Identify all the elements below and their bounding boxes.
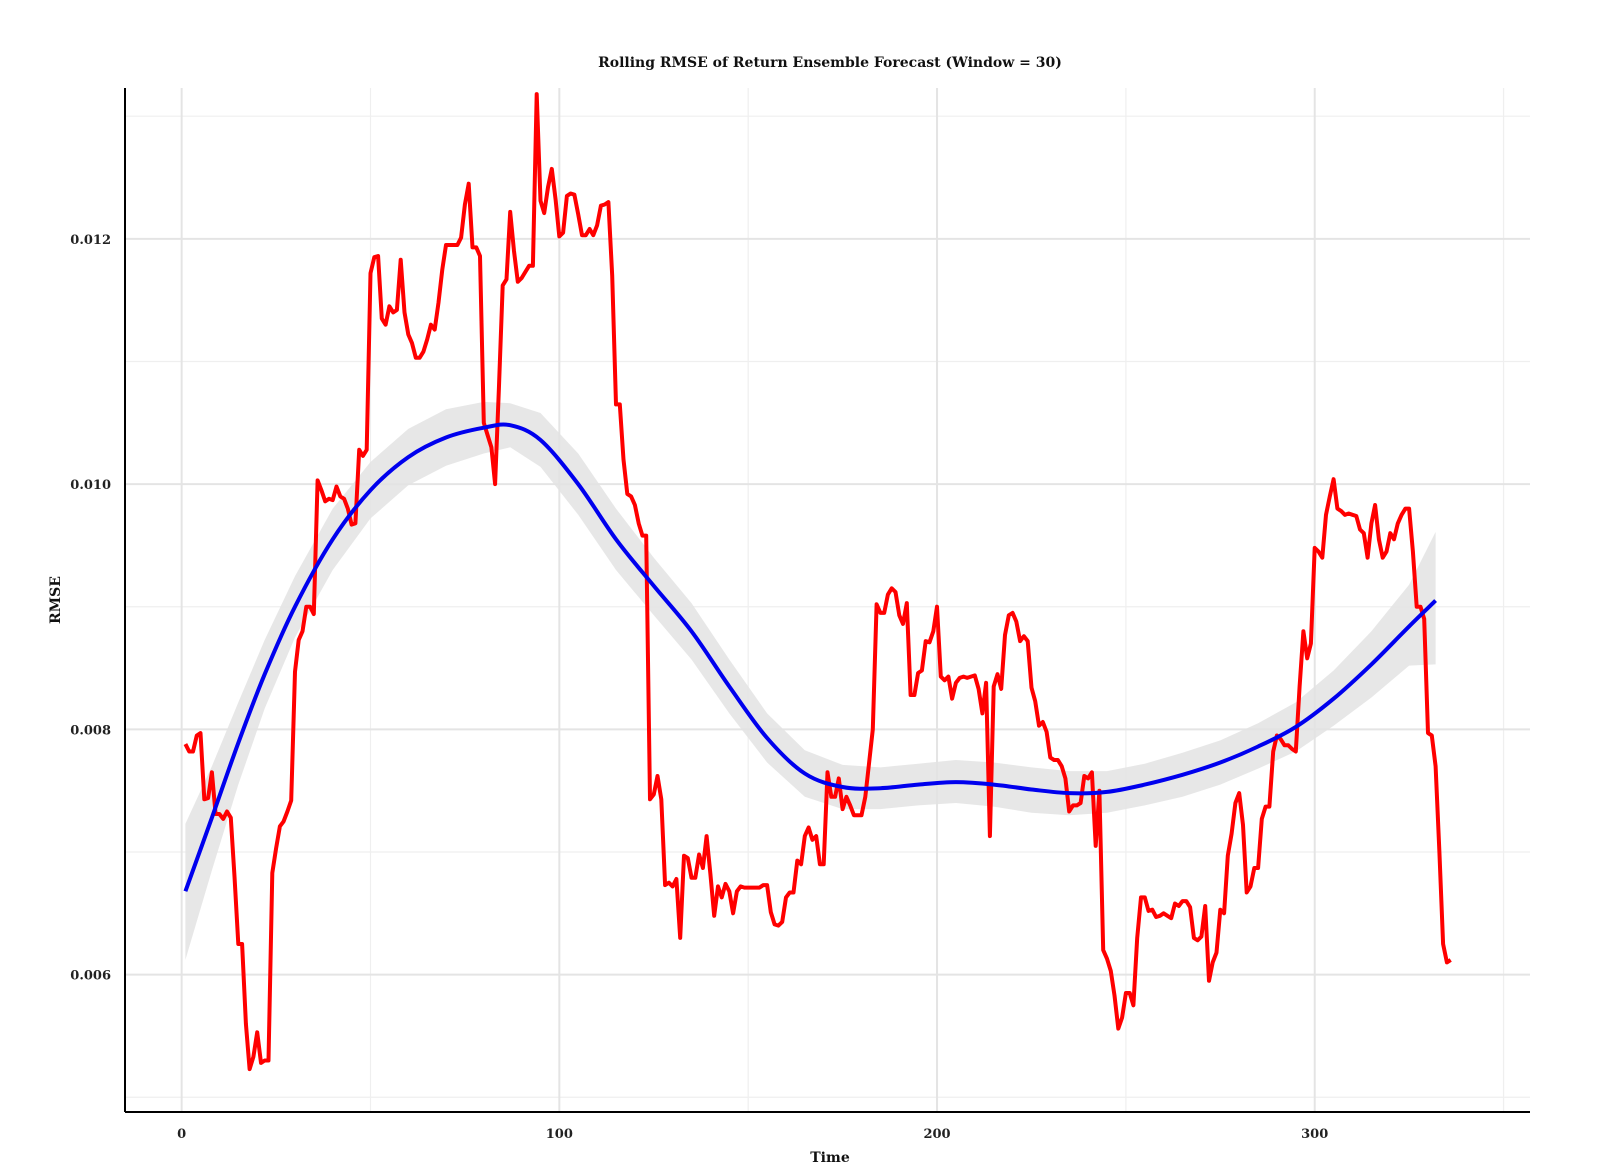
x-tick-label: 100: [546, 1127, 573, 1142]
x-tick-label: 300: [1301, 1127, 1328, 1142]
y-tick-label: 0.012: [70, 233, 111, 248]
y-axis-label: RMSE: [48, 576, 64, 624]
x-tick-label: 0: [177, 1127, 186, 1142]
minor-gridlines: [125, 88, 1530, 1112]
x-tick-labels: 0 100 200 300: [177, 1127, 1328, 1142]
y-tick-label: 0.008: [70, 723, 111, 738]
y-tick-label: 0.010: [70, 478, 111, 493]
x-axis-label: Time: [810, 1150, 850, 1166]
y-tick-labels: 0.006 0.008 0.010 0.012: [70, 233, 111, 984]
rolling-rmse-line: [183, 92, 1452, 1072]
major-gridlines: [125, 88, 1530, 1112]
y-tick-label: 0.006: [70, 969, 111, 984]
x-tick-label: 200: [923, 1127, 950, 1142]
chart-title: Rolling RMSE of Return Ensemble Forecast…: [598, 55, 1062, 71]
smoothed-trend-line: [183, 422, 1437, 892]
